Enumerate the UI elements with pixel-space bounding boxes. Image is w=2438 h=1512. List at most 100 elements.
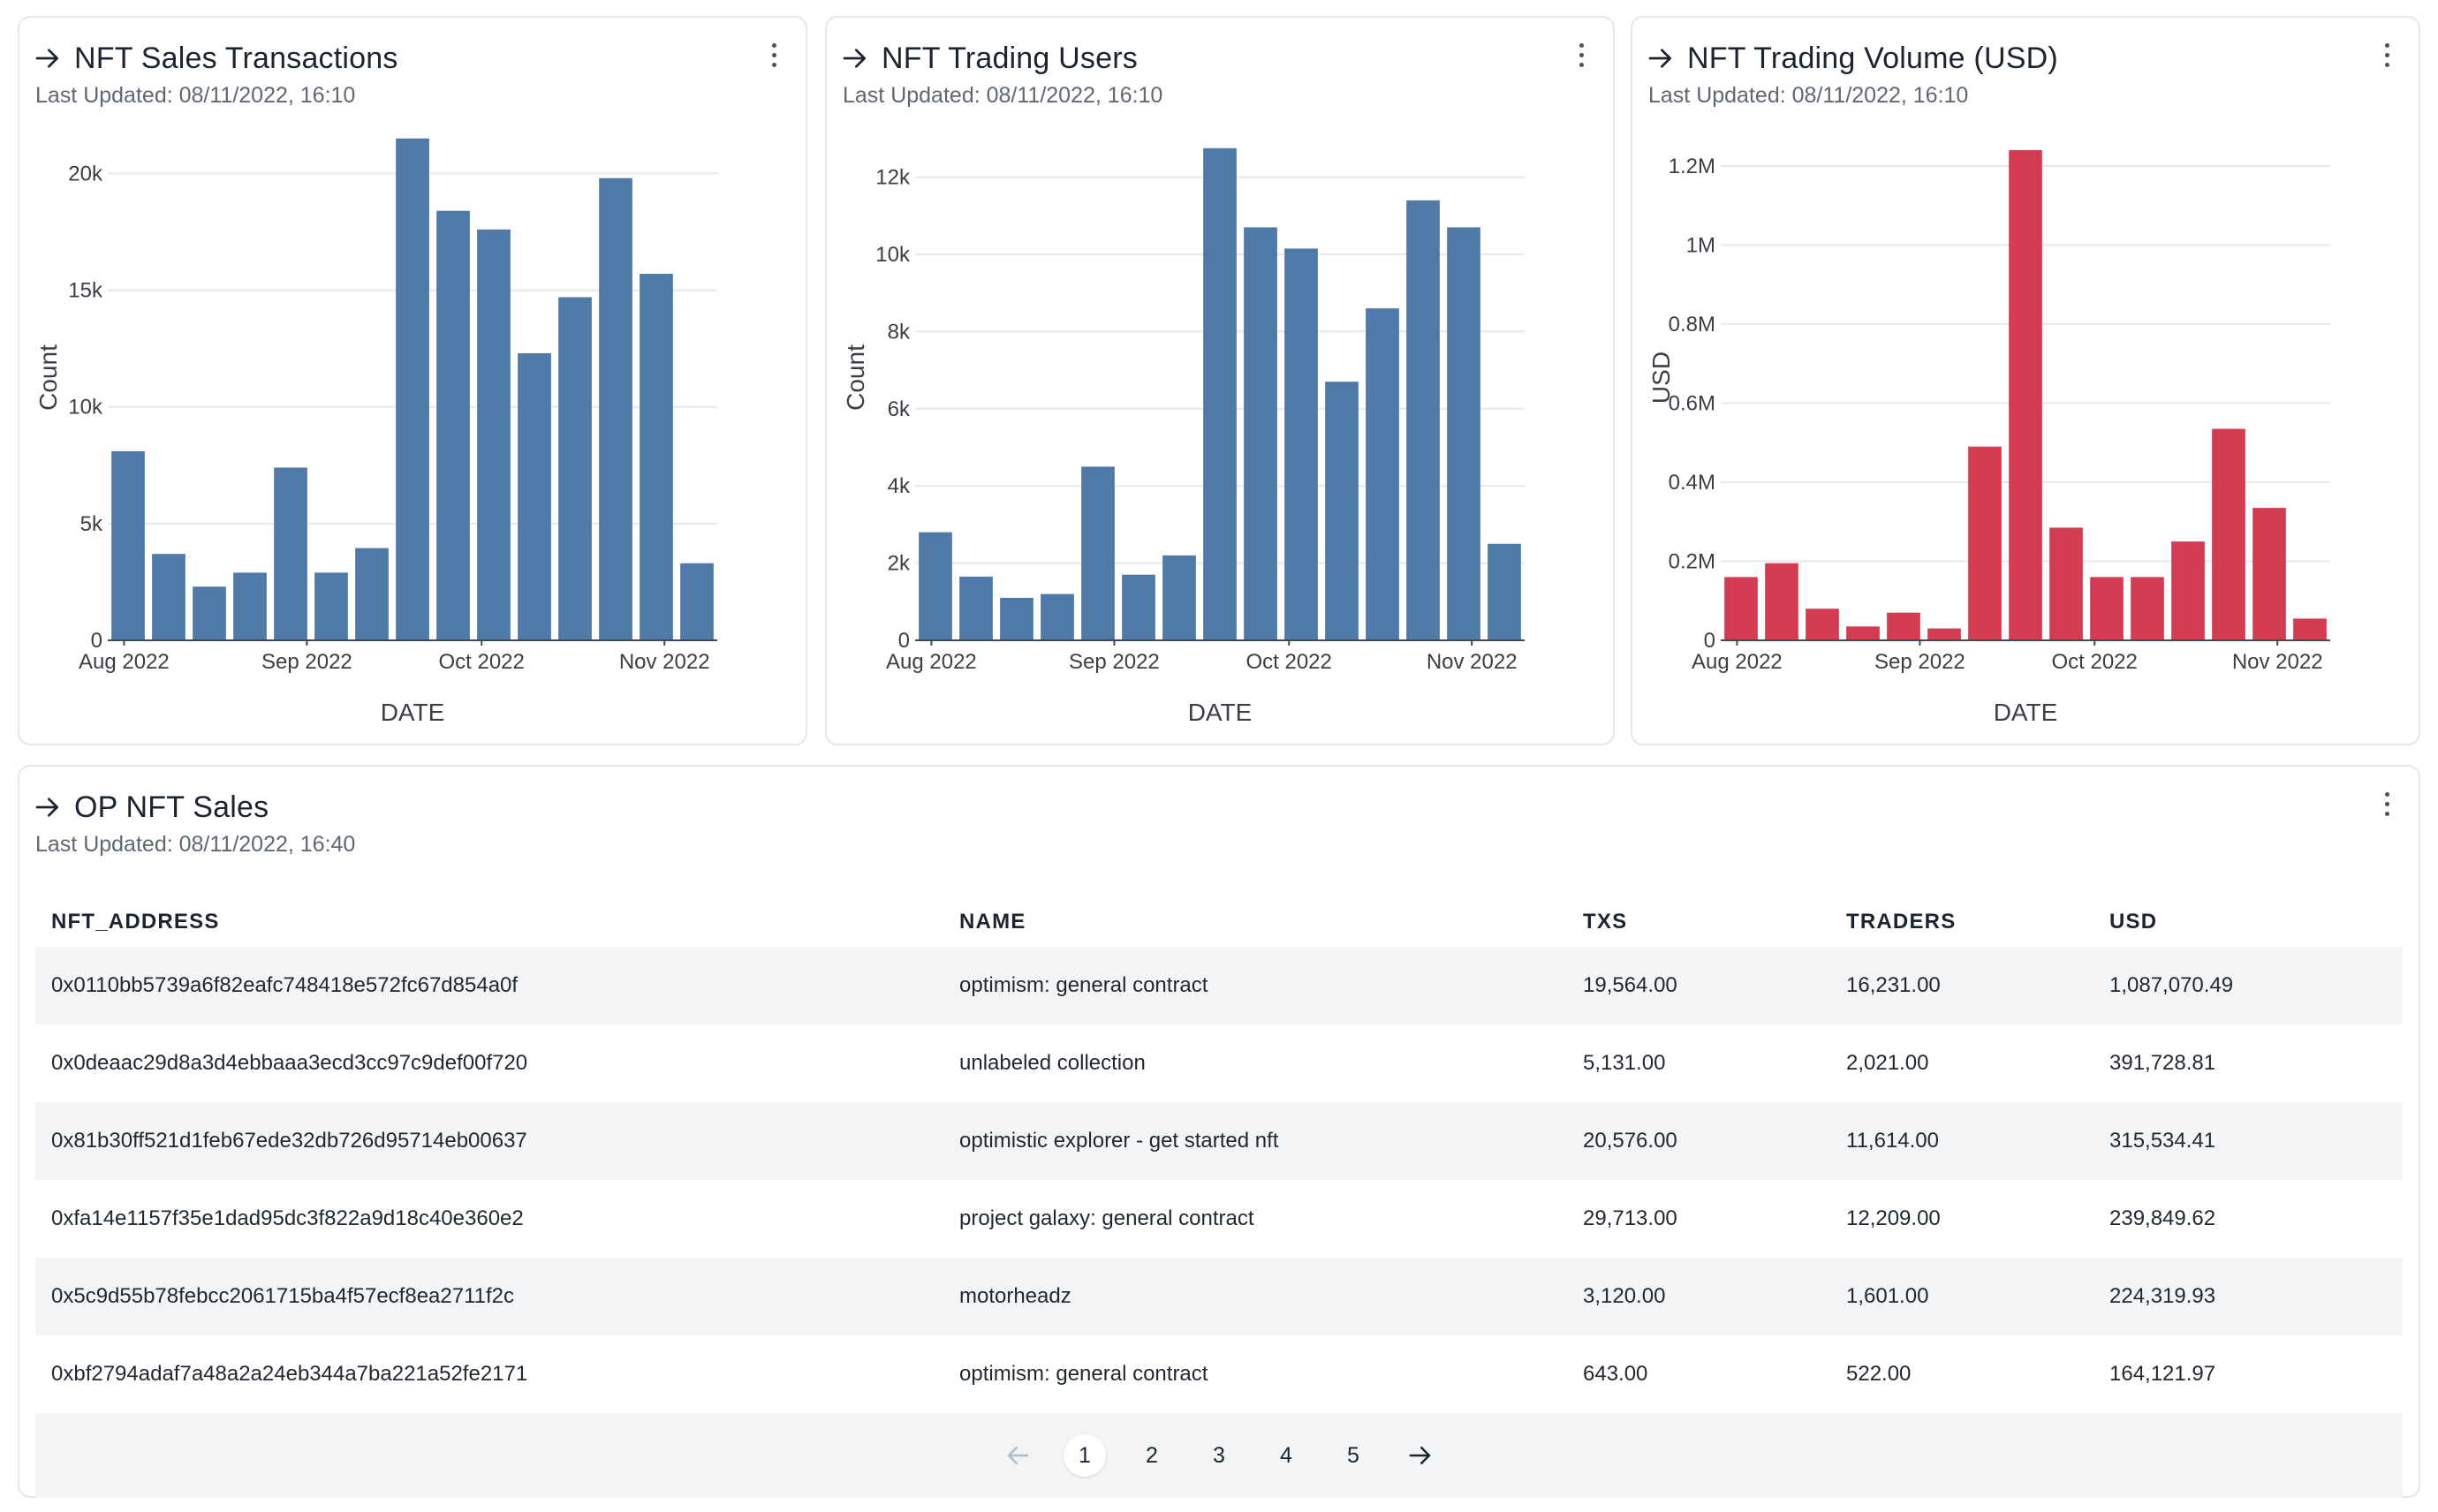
page-button-3[interactable]: 3 (1213, 1442, 1225, 1468)
page-button-1[interactable]: 1 (1064, 1434, 1106, 1477)
bar[interactable] (1162, 555, 1196, 640)
table-card-op-nft-sales: OP NFT Sales Last Updated: 08/11/2022, 1… (18, 765, 2420, 1498)
bar[interactable] (1927, 628, 1961, 640)
column-header-nft-address[interactable]: NFT_ADDRESS (51, 910, 220, 934)
bar[interactable] (233, 572, 267, 640)
page-button-5[interactable]: 5 (1347, 1442, 1359, 1468)
x-tick-label: Oct 2022 (438, 650, 524, 674)
bar[interactable] (436, 210, 470, 640)
bar[interactable] (1724, 577, 1758, 640)
bar[interactable] (1406, 200, 1440, 640)
more-options-icon[interactable] (758, 34, 790, 76)
x-tick-label: Aug 2022 (886, 650, 977, 674)
bar[interactable] (1846, 626, 1880, 640)
cell-nft-address: 0x0deaac29d8a3d4ebbaaa3ecd3cc97c9def00f7… (51, 1051, 528, 1075)
arrow-right-icon[interactable] (841, 44, 869, 72)
y-tick-label: 0 (898, 629, 910, 653)
bar[interactable] (1203, 147, 1237, 641)
bar[interactable] (2293, 618, 2327, 640)
card-title: NFT Trading Users (882, 41, 1138, 75)
y-axis-title: Count (842, 344, 869, 411)
bar[interactable] (1366, 308, 1399, 640)
bar[interactable] (1806, 609, 1839, 640)
bar[interactable] (355, 548, 389, 640)
cell-nft-address: 0xfa14e1157f35e1dad95dc3f822a9d18c40e360… (51, 1206, 524, 1230)
y-tick-label: 0.4M (1669, 471, 1715, 495)
page-button-4[interactable]: 4 (1280, 1442, 1292, 1468)
bar[interactable] (274, 467, 307, 640)
bar[interactable] (518, 352, 551, 640)
cell-name: unlabeled collection (959, 1051, 1146, 1075)
bar[interactable] (2131, 577, 2164, 640)
y-axis-title: Count (34, 344, 62, 411)
x-tick-label: Oct 2022 (1246, 650, 1331, 674)
bar[interactable] (2252, 508, 2286, 640)
bar[interactable] (193, 586, 226, 640)
cell-usd: 164,121.97 (2109, 1362, 2216, 1386)
more-options-icon[interactable] (2371, 34, 2403, 76)
cell-txs: 20,576.00 (1567, 1102, 1830, 1180)
page-button-2[interactable]: 2 (1146, 1442, 1158, 1468)
bar[interactable] (314, 572, 348, 640)
bar[interactable] (599, 178, 632, 640)
y-tick-label: 20k (68, 162, 103, 185)
bar[interactable] (1488, 543, 1521, 640)
card-header: NFT Trading Users Last Updated: 08/11/20… (841, 37, 1599, 109)
bar[interactable] (2090, 577, 2124, 640)
column-header-traders[interactable]: TRADERS (1846, 910, 1957, 934)
x-tick-label: Aug 2022 (79, 650, 170, 674)
bar[interactable] (477, 229, 511, 640)
bar[interactable] (2049, 527, 2083, 640)
bar[interactable] (2171, 541, 2205, 640)
bar[interactable] (1244, 227, 1277, 640)
y-tick-label: 6k (888, 397, 911, 421)
bar[interactable] (2212, 428, 2245, 640)
bar[interactable] (1765, 563, 1798, 640)
x-tick-label: Nov 2022 (2232, 650, 2323, 674)
y-tick-label: 0 (91, 629, 102, 653)
table-row: 0x0110bb5739a6f82eafc748418e572fc67d854a… (35, 947, 2403, 1024)
bar[interactable] (1887, 612, 1920, 640)
table-row: 0xfa14e1157f35e1dad95dc3f822a9d18c40e360… (35, 1180, 2403, 1258)
column-header-name[interactable]: NAME (959, 910, 1026, 934)
bar[interactable] (1081, 466, 1115, 640)
bar[interactable] (1284, 248, 1318, 640)
cell-name: optimism: general contract (959, 1362, 1208, 1386)
arrow-right-icon[interactable] (1399, 1434, 1442, 1477)
last-updated: Last Updated: 08/11/2022, 16:10 (843, 83, 1163, 108)
column-header-txs[interactable]: TXS (1583, 910, 1628, 934)
table-row: 0x81b30ff521d1feb67ede32db726d95714eb006… (35, 1102, 2403, 1180)
arrow-right-icon[interactable] (34, 793, 62, 821)
bar[interactable] (1122, 574, 1155, 640)
column-header-usd[interactable]: USD (2109, 910, 2158, 934)
more-options-icon[interactable] (2371, 782, 2403, 825)
last-updated: Last Updated: 08/11/2022, 16:40 (35, 832, 356, 857)
bar[interactable] (2009, 150, 2042, 640)
arrow-right-icon[interactable] (1647, 44, 1675, 72)
cell-name: optimistic explorer - get started nft (943, 1102, 1567, 1180)
bar[interactable] (1041, 593, 1074, 640)
bar[interactable] (396, 138, 429, 641)
bar[interactable] (1000, 597, 1034, 640)
bar[interactable] (1447, 227, 1480, 640)
bar[interactable] (558, 297, 592, 641)
last-updated: Last Updated: 08/11/2022, 16:10 (35, 83, 356, 108)
bar[interactable] (111, 450, 145, 640)
x-tick-label: Sep 2022 (1069, 650, 1160, 674)
bar[interactable] (1968, 446, 2002, 640)
more-options-icon[interactable] (1565, 34, 1597, 76)
bar[interactable] (680, 563, 714, 640)
bar[interactable] (959, 576, 993, 640)
bar[interactable] (1325, 382, 1359, 640)
cell-txs: 29,713.00 (1583, 1206, 1677, 1230)
bar[interactable] (152, 554, 186, 640)
arrow-right-icon[interactable] (34, 44, 62, 72)
bar[interactable] (919, 532, 952, 640)
arrow-left-icon[interactable] (996, 1434, 1039, 1477)
bar[interactable] (640, 274, 673, 640)
cell-nft-address: 0x81b30ff521d1feb67ede32db726d95714eb006… (35, 1102, 943, 1180)
sales-table: NFT_ADDRESS NAME TXS TRADERS USD 0x0110b… (35, 897, 2403, 1413)
y-tick-label: 4k (888, 474, 911, 498)
bar-chart: 0 2k 4k 6k 8k 10k 12k Aug 2022 Sep 2022 Oct 2022 N… (842, 147, 1525, 726)
table-row: 0x5c9d55b78febcc2061715ba4f57ecf8ea2711f… (35, 1258, 2403, 1335)
